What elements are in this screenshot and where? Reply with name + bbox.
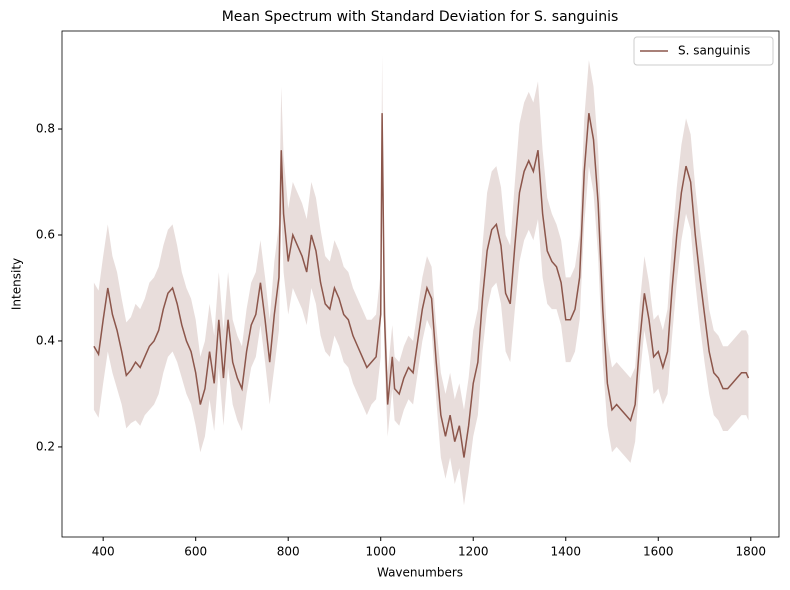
x-tick-label: 800 (277, 545, 300, 559)
x-tick-label: 400 (92, 545, 115, 559)
mean-line (93, 112, 750, 458)
x-axis-label: Wavenumbers (377, 566, 463, 580)
y-tick-label: 0.2 (36, 439, 55, 453)
x-tick-label: 1000 (365, 545, 396, 559)
x-tick-label: 1800 (736, 545, 767, 559)
y-tick-label: 0.4 (36, 333, 55, 347)
legend-label: S. sanguinis (678, 44, 750, 58)
y-tick-label: 0.6 (36, 227, 55, 241)
x-tick-label: 600 (184, 545, 207, 559)
std-band (93, 54, 749, 506)
chart-title: Mean Spectrum with Standard Deviation fo… (222, 9, 619, 25)
x-tick-label: 1400 (550, 545, 581, 559)
y-axis-label: Intensity (10, 258, 24, 310)
x-tick-label: 1600 (643, 545, 674, 559)
y-tick-label: 0.8 (36, 122, 55, 136)
x-tick-label: 1200 (458, 545, 489, 559)
legend-box (633, 36, 774, 66)
plot-frame (61, 30, 780, 538)
